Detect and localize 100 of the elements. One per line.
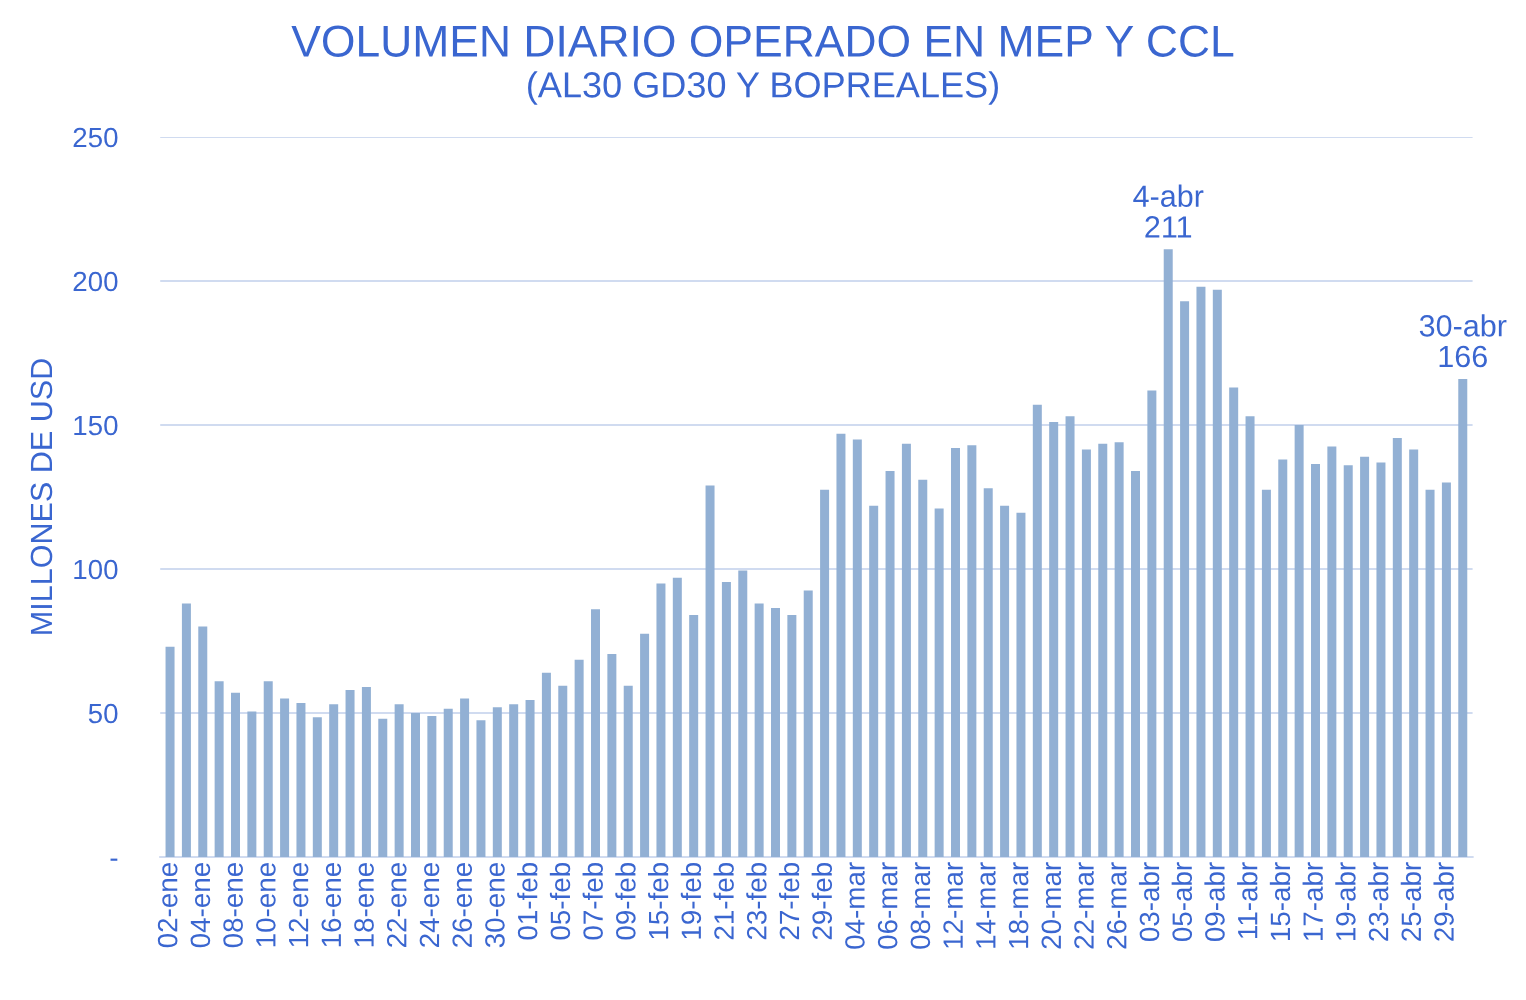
- x-tick-label: 01-feb: [517, 863, 538, 940]
- x-tick-label: 17-abr: [1302, 862, 1323, 941]
- x-tick-label: 12-ene: [288, 863, 309, 947]
- bar: [967, 445, 977, 857]
- bar: [901, 443, 911, 857]
- bar: [394, 704, 404, 857]
- bar: [771, 607, 780, 857]
- bar: [1065, 416, 1075, 857]
- bar: [934, 508, 944, 857]
- bar: [345, 689, 355, 857]
- y-tick-label: 150: [74, 415, 118, 436]
- bar: [1212, 289, 1222, 857]
- y-axis-title: MILLONES DE USD: [30, 359, 53, 634]
- x-tick-label: 26-mar: [1106, 862, 1127, 949]
- bar: [1441, 482, 1451, 857]
- chart-title: VOLUMEN DIARIO OPERADO EN MEP Y CCL: [291, 25, 1234, 57]
- x-tick-label: 05-abr: [1171, 862, 1193, 942]
- bar: [1327, 446, 1337, 857]
- bar: [231, 692, 240, 857]
- bar: [165, 646, 175, 857]
- x-tick-label: 15-abr: [1269, 862, 1291, 941]
- bar: [591, 609, 600, 857]
- data-label: 4-abr 211: [1133, 184, 1204, 238]
- x-tick-label: 24-ene: [419, 863, 440, 947]
- y-tick-label: 250: [73, 127, 118, 148]
- x-tick-label: 29-abr: [1433, 862, 1454, 941]
- bar: [1163, 249, 1173, 857]
- bar: [329, 704, 339, 857]
- bar: [476, 720, 486, 857]
- bar: [1360, 456, 1370, 857]
- bar: [1196, 286, 1206, 857]
- bar: [1376, 462, 1386, 857]
- x-tick-label: 30-ene: [485, 863, 505, 948]
- x-tick-label: 08-mar: [910, 862, 931, 949]
- y-tick-label: 100: [74, 559, 118, 580]
- data-label: 30-abr 166: [1419, 314, 1507, 368]
- bar: [509, 704, 519, 857]
- bar: [1278, 459, 1288, 857]
- x-tick-label: 18-ene: [354, 863, 374, 947]
- bar: [803, 590, 813, 857]
- x-tick-label: 19-feb: [680, 863, 702, 939]
- bar: [1000, 505, 1010, 857]
- x-tick-label: 07-feb: [582, 863, 603, 940]
- bar: [1229, 387, 1239, 857]
- y-tick-label: 50: [88, 703, 118, 724]
- bar: [558, 685, 568, 857]
- bar: [1098, 443, 1108, 857]
- bar: [1081, 449, 1091, 857]
- y-tick-label: -: [110, 858, 118, 861]
- bar: [541, 672, 551, 857]
- bar: [820, 489, 830, 857]
- bar: [280, 698, 290, 857]
- bar: [836, 433, 846, 857]
- bar: [214, 681, 224, 857]
- x-tick-label: 22-ene: [386, 863, 407, 947]
- bar: [656, 583, 666, 857]
- x-tick-label: 18-mar: [1008, 862, 1029, 948]
- x-tick-label: 12-mar: [943, 862, 963, 948]
- bar: [1458, 378, 1468, 857]
- bar: [1114, 442, 1124, 857]
- bar: [296, 702, 306, 857]
- x-tick-label: 22-mar: [1074, 862, 1094, 949]
- bar: [721, 581, 731, 857]
- bar: [361, 687, 371, 857]
- bar: [1147, 390, 1157, 857]
- x-tick-label: 15-feb: [648, 863, 669, 939]
- x-tick-label: 29-feb: [811, 863, 833, 940]
- y-tick-label: 200: [73, 271, 118, 292]
- x-tick-label: 23-abr: [1368, 862, 1389, 941]
- bar: [198, 626, 208, 857]
- bar: [1049, 422, 1059, 857]
- x-tick-label: 19-abr: [1335, 862, 1356, 941]
- bar: [689, 615, 699, 857]
- bar: [1261, 489, 1271, 857]
- x-tick-label: 21-feb: [713, 863, 734, 940]
- bar: [1180, 301, 1190, 857]
- bar: [869, 505, 879, 857]
- bar: [852, 439, 862, 857]
- x-tick-label: 06-mar: [877, 862, 898, 949]
- bar: [443, 708, 453, 857]
- x-tick-label: 09-feb: [615, 863, 636, 940]
- bar: [885, 471, 895, 857]
- x-tick-label: 04-mar: [845, 862, 865, 949]
- x-tick-label: 03-abr: [1138, 862, 1160, 942]
- bar: [754, 603, 764, 857]
- x-tick-label: 20-mar: [1041, 862, 1062, 949]
- bar: [738, 570, 748, 857]
- bar: [640, 633, 650, 857]
- bar: [705, 485, 715, 857]
- x-tick-label: 25-abr: [1400, 862, 1422, 941]
- bar: [1343, 465, 1353, 857]
- x-tick-label: 09-abr: [1204, 862, 1225, 942]
- bar: [427, 715, 437, 857]
- x-tick-label: 16-ene: [321, 863, 342, 947]
- x-tick-label: 26-ene: [452, 863, 473, 947]
- bar: [1311, 463, 1320, 857]
- x-tick-label: 11-abr: [1237, 862, 1258, 938]
- bar: [460, 698, 470, 857]
- bar: [492, 707, 502, 857]
- x-tick-label: 23-feb: [746, 863, 767, 940]
